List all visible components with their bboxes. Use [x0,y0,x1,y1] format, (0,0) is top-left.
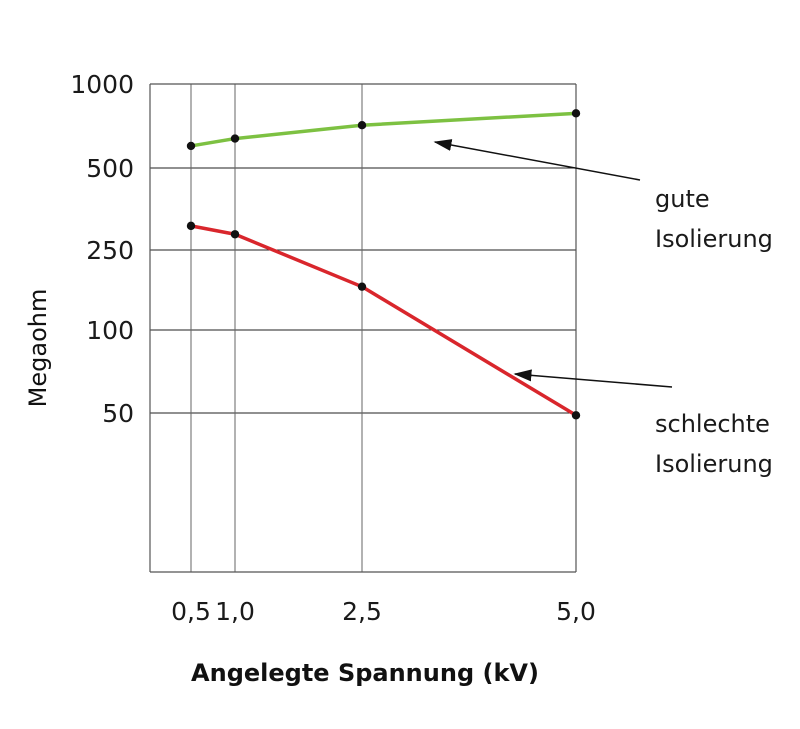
y-axis-title: Megaohm [24,289,52,408]
x-tick-label: 1,0 [215,597,255,626]
x-axis-title: Angelegte Spannung (kV) [191,659,539,687]
y-tick-labels: 1000 500 250 100 50 [70,70,134,428]
gridlines [150,84,576,572]
data-point [186,141,196,151]
data-point [230,230,240,239]
data-point [571,411,581,420]
data-point [357,121,367,130]
series-line-1 [190,224,577,417]
annotation-text: Isolierung [655,225,773,253]
annotation-text: schlechte [655,410,770,438]
annotation-text: gute [655,185,710,213]
y-tick-label: 500 [86,154,134,183]
series-layer [186,109,581,420]
x-tick-label: 0,5 [171,597,211,626]
data-point [230,134,240,143]
series-line-0 [190,111,577,148]
data-point [186,221,196,231]
y-tick-label: 100 [86,316,134,345]
annotation-text: Isolierung [655,450,773,478]
x-tick-label: 5,0 [556,597,596,626]
annotations: gute Isolierung schlechte Isolierung [433,139,773,478]
data-point [571,109,581,118]
y-tick-label: 1000 [70,70,134,99]
x-tick-labels: 0,5 1,0 2,5 5,0 [171,597,596,626]
y-tick-label: 50 [102,399,134,428]
x-tick-label: 2,5 [342,597,382,626]
data-point [357,282,367,291]
y-tick-label: 250 [86,236,134,265]
annotation-arrow [513,369,673,388]
annotation-arrow [433,139,641,181]
